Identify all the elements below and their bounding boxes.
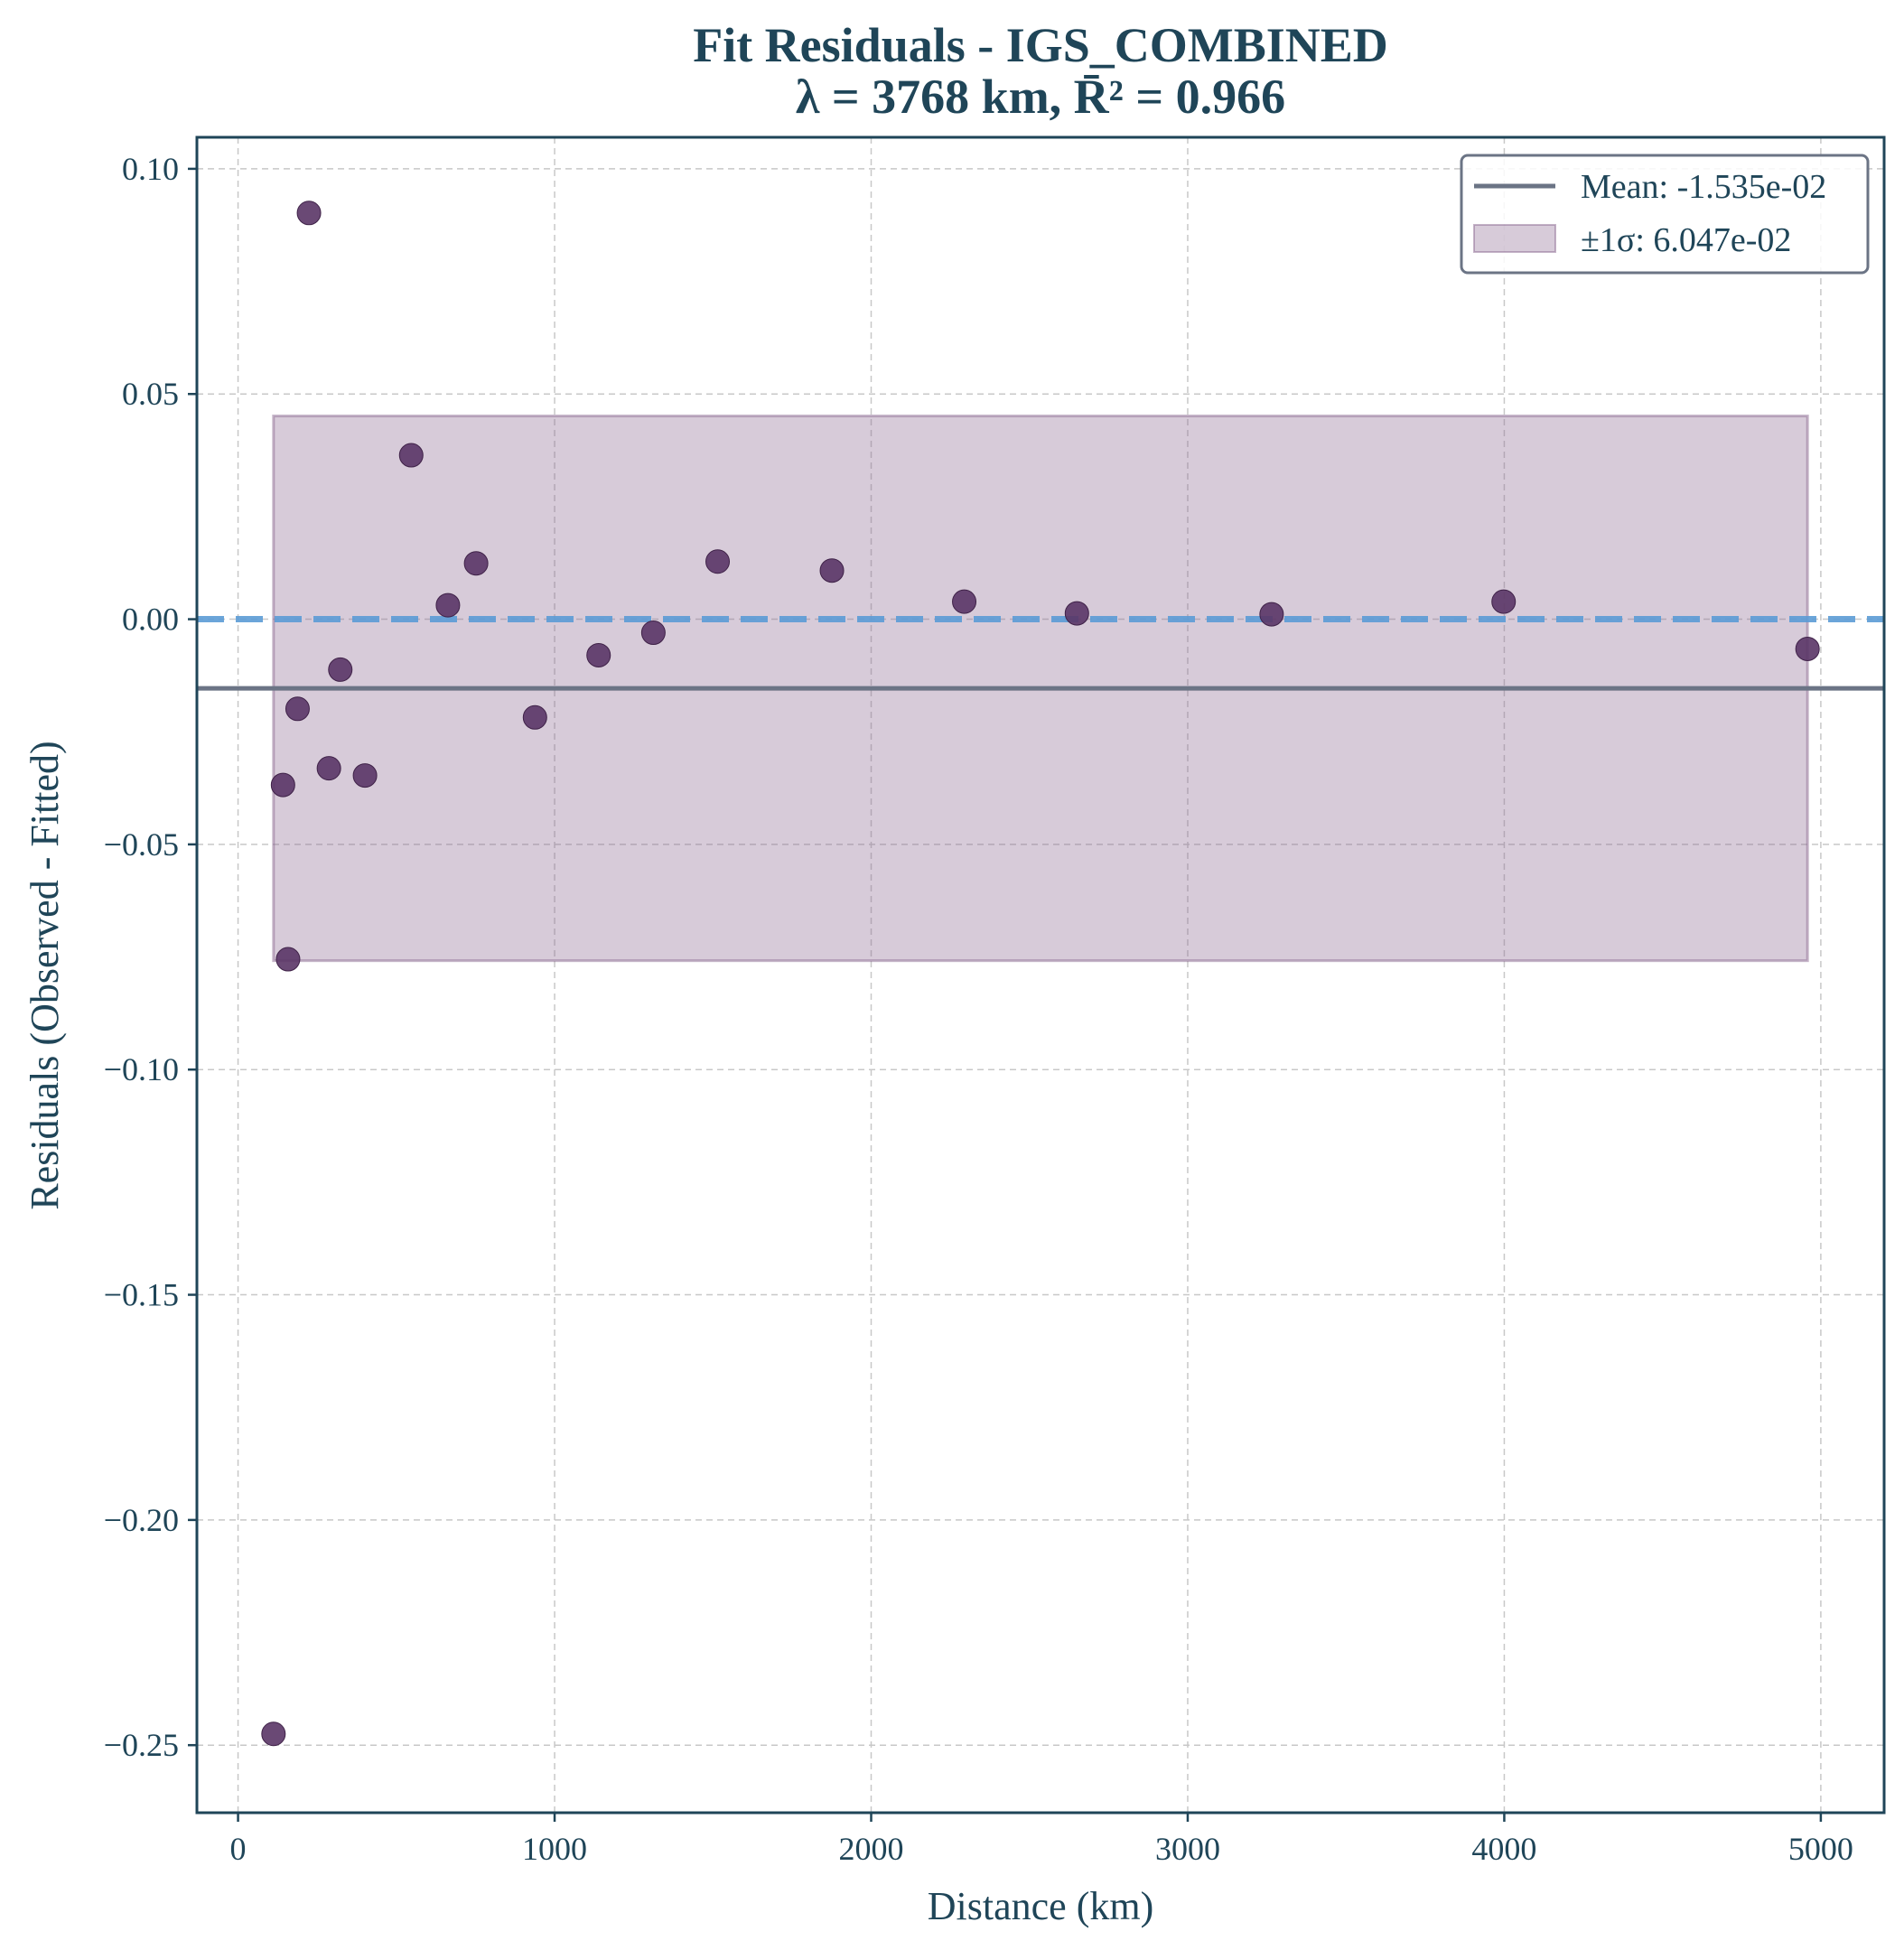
chart-title: Fit Residuals - IGS_COMBINED <box>693 18 1388 72</box>
legend-sigma-label: ±1σ: 6.047e-02 <box>1581 221 1791 259</box>
data-point <box>270 772 295 798</box>
x-tick-label: 4000 <box>1471 1831 1536 1867</box>
grid-lines <box>197 137 1884 1813</box>
data-point <box>275 947 301 972</box>
data-point <box>435 592 461 618</box>
y-tick-label: −0.05 <box>104 826 179 863</box>
data-point <box>398 443 424 468</box>
data-point <box>522 704 547 730</box>
data-point <box>819 558 845 583</box>
y-tick-label: 0.05 <box>122 376 179 412</box>
x-tick-label: 5000 <box>1788 1831 1853 1867</box>
reference-lines-layer <box>197 616 1884 691</box>
data-point <box>328 657 353 682</box>
x-tick-label: 2000 <box>838 1831 903 1867</box>
y-tick-label: 0.10 <box>122 151 179 187</box>
data-point <box>261 1721 286 1747</box>
legend-sigma-swatch <box>1473 224 1556 253</box>
data-point <box>1064 601 1089 626</box>
x-tick-label: 1000 <box>522 1831 587 1867</box>
y-tick-label: −0.15 <box>104 1277 179 1313</box>
x-axis-label: Distance (km) <box>928 1884 1153 1928</box>
y-tick-label: 0.00 <box>122 602 179 638</box>
x-tick-label: 0 <box>230 1831 247 1867</box>
y-tick-label: −0.10 <box>104 1051 179 1087</box>
data-point <box>1259 602 1284 627</box>
data-point <box>640 620 666 646</box>
plot-frame <box>195 135 1886 1815</box>
legend-box <box>1460 154 1870 275</box>
data-point <box>952 589 977 614</box>
data-point <box>352 763 378 788</box>
data-points <box>261 201 1820 1747</box>
data-point <box>316 756 341 781</box>
y-tick-label: −0.25 <box>104 1727 179 1763</box>
data-point <box>586 642 611 667</box>
data-point <box>285 696 310 722</box>
y-axis-ticks: 0.10 0.05 0.00 −0.05 −0.10 −0.15 −0.20 −0.25 <box>104 151 197 1763</box>
legend-mean-label: Mean: -1.535e-02 <box>1581 168 1826 206</box>
data-point <box>463 551 489 576</box>
data-point <box>1491 589 1517 614</box>
legend: Mean: -1.535e-02 ±1σ: 6.047e-02 <box>1460 154 1870 275</box>
y-tick-label: −0.20 <box>104 1502 179 1538</box>
data-point <box>296 201 322 226</box>
y-axis-label: Residuals (Observed - Fitted) <box>23 741 67 1209</box>
x-tick-label: 3000 <box>1155 1831 1220 1867</box>
data-point <box>705 549 731 574</box>
x-axis-ticks: 0 1000 2000 3000 4000 5000 <box>230 1813 1853 1867</box>
chart-subtitle: λ = 3768 km, R̄² = 0.966 <box>796 70 1285 124</box>
data-point <box>1795 636 1820 661</box>
